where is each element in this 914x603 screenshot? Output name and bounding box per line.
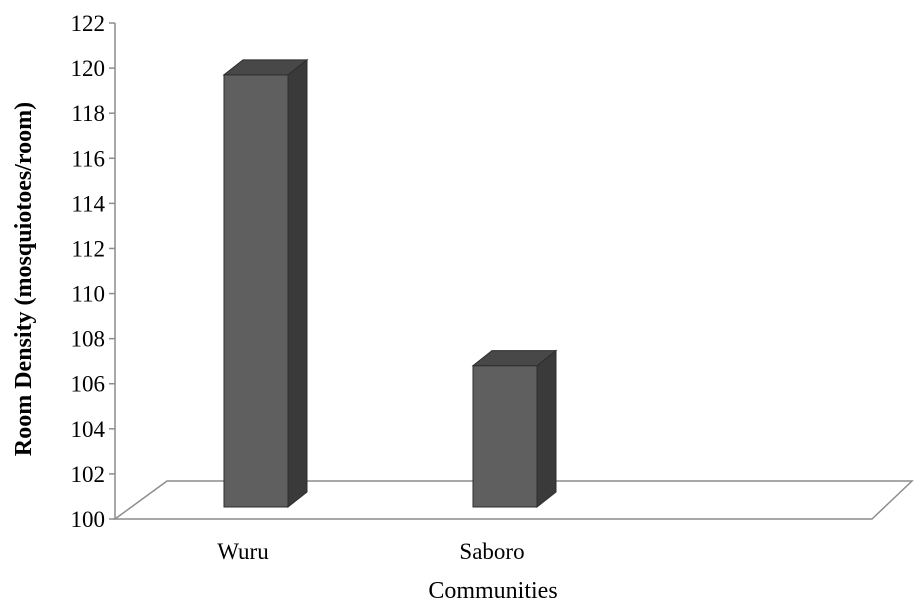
y-tick-label: 116 [71, 146, 105, 171]
bar-front-face [223, 74, 289, 508]
y-tick-label: 106 [71, 372, 106, 397]
bar-wuru [222, 58, 309, 509]
y-tick-label: 112 [71, 236, 105, 261]
y-tick-label: 118 [71, 101, 105, 126]
bar-top-face [471, 350, 558, 367]
y-tick-label: 104 [71, 417, 106, 442]
y-tick-label: 120 [71, 56, 106, 81]
bar-top-face [222, 59, 309, 76]
x-category-labels: Wuru Saboro [217, 539, 524, 564]
bar-saboro [471, 349, 558, 509]
bar-side-face [536, 349, 557, 509]
floor-plane [112, 480, 914, 520]
y-tick-label: 100 [71, 507, 106, 532]
y-tick-label: 102 [71, 462, 106, 487]
y-tick-label: 114 [71, 191, 105, 216]
y-tick-label: 108 [71, 327, 106, 352]
y-tick-labels: 100 102 104 106 108 110 112 114 116 118 120 122 [71, 11, 106, 532]
bars [222, 58, 558, 509]
bar-front-face [472, 365, 538, 508]
y-tick-label: 122 [71, 11, 106, 36]
bar-side-face [287, 58, 308, 509]
x-axis-title: Communities [428, 578, 557, 603]
y-axis-title: Room Density (mosquiotoes/room) [11, 102, 37, 456]
y-tick-label: 110 [71, 282, 105, 307]
x-category-label: Saboro [459, 539, 524, 564]
x-category-label: Wuru [217, 539, 269, 564]
chart-floor [112, 480, 914, 520]
y-axis [109, 22, 116, 520]
